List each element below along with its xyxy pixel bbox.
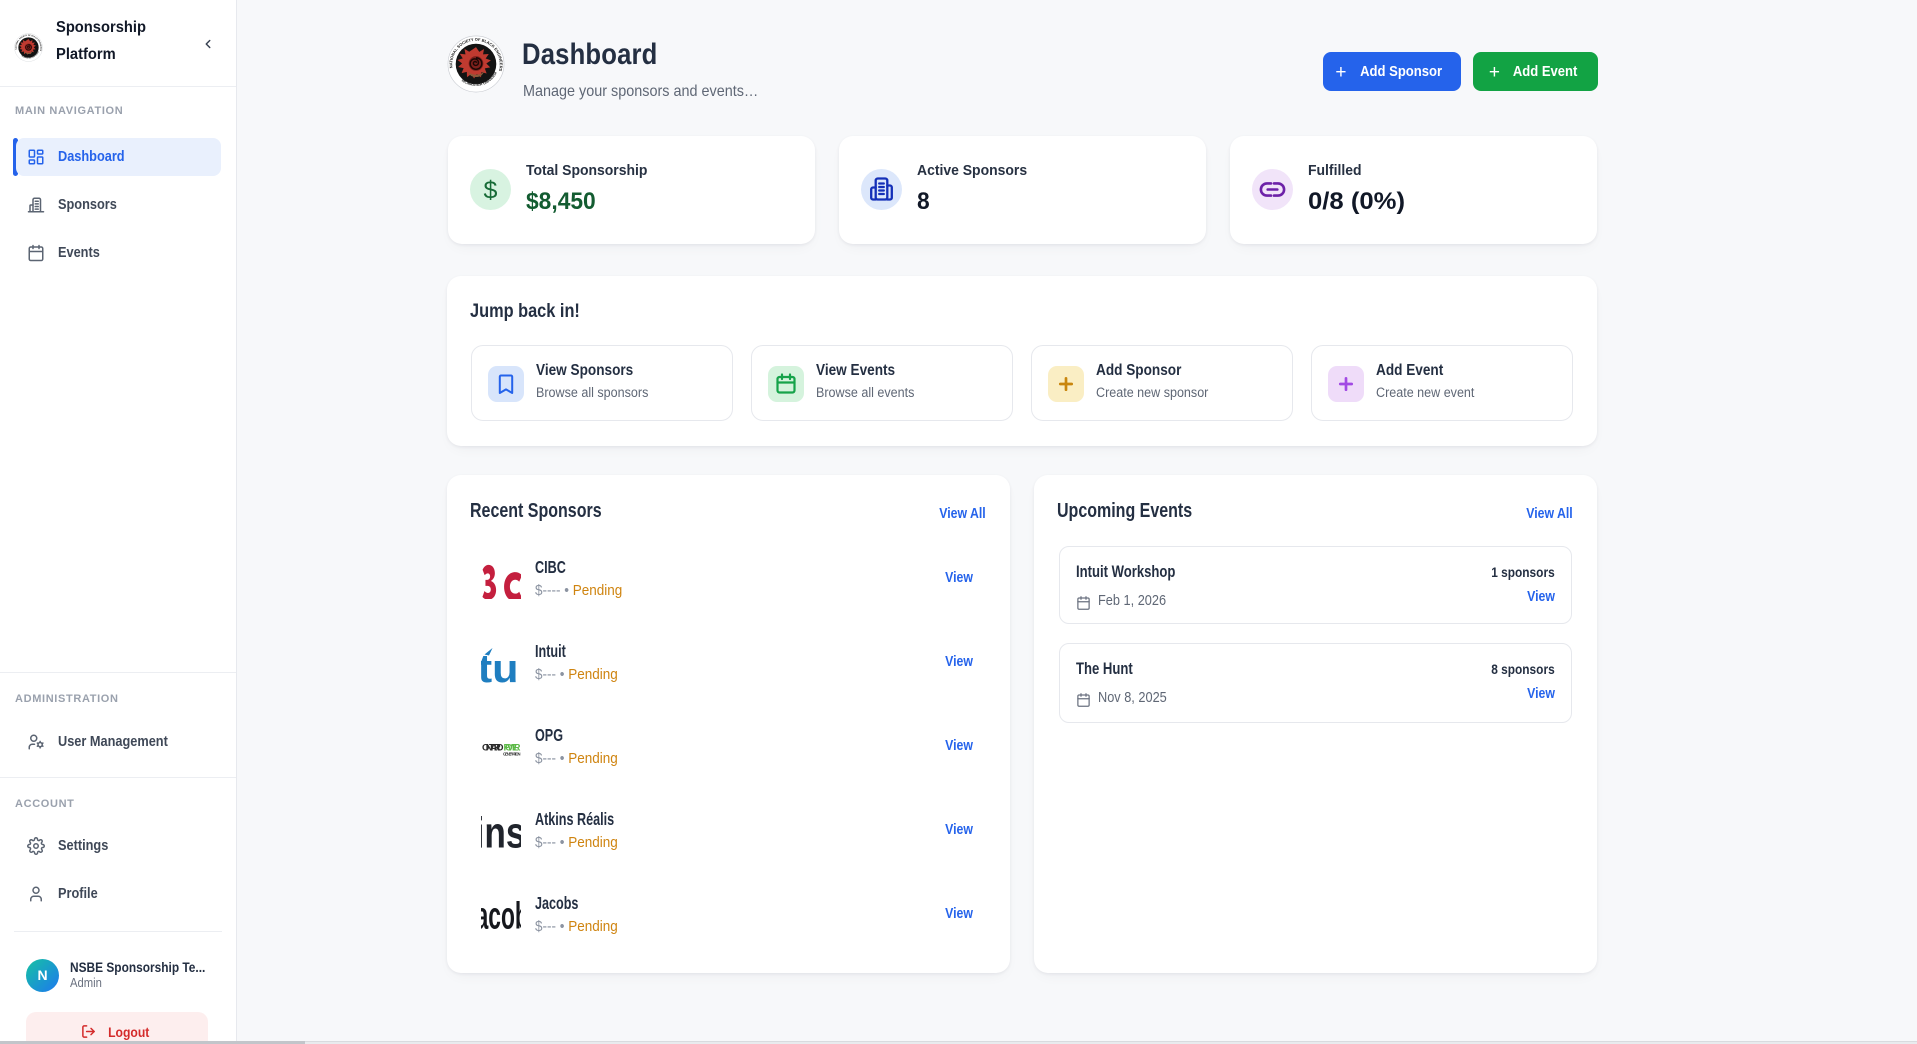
svg-text:$: $ <box>484 177 498 205</box>
svg-text:GENERATION: GENERATION <box>503 752 521 757</box>
svg-text:ONTARIO: ONTARIO <box>482 743 504 754</box>
svg-text:ins: ins <box>481 815 521 851</box>
svg-text:tu: tu <box>481 647 519 683</box>
svg-text:POWER: POWER <box>504 743 521 754</box>
svg-text:acob: acob <box>481 899 521 935</box>
